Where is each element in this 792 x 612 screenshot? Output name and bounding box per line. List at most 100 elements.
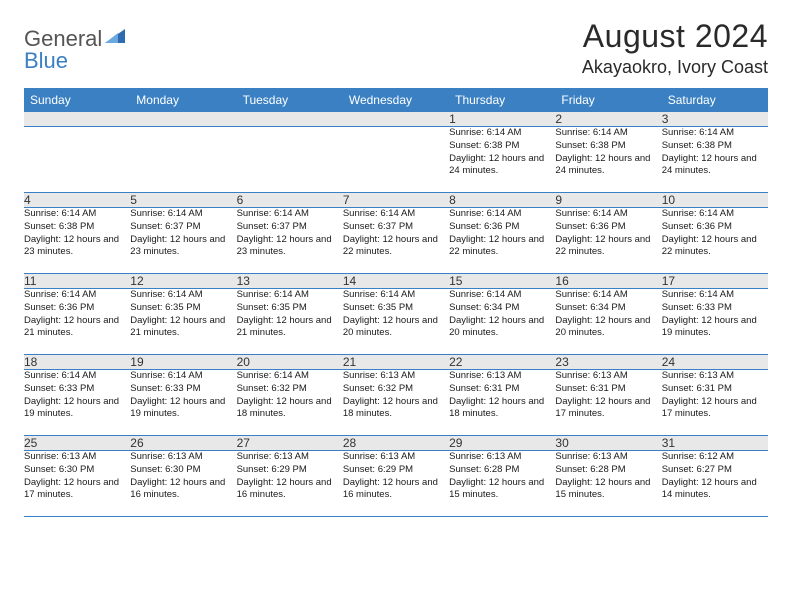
daylight-line: Daylight: 12 hours and 16 minutes. — [237, 477, 343, 503]
daylight-line: Daylight: 12 hours and 21 minutes. — [130, 315, 236, 341]
sunset-line: Sunset: 6:27 PM — [662, 464, 768, 477]
sunrise-line: Sunrise: 6:14 AM — [343, 208, 449, 221]
day-detail: Sunrise: 6:13 AMSunset: 6:31 PMDaylight:… — [449, 370, 555, 436]
day-number: 7 — [343, 193, 449, 208]
day-detail: Sunrise: 6:14 AMSunset: 6:33 PMDaylight:… — [24, 370, 130, 436]
daylight-line: Daylight: 12 hours and 22 minutes. — [662, 234, 768, 260]
day-detail: Sunrise: 6:14 AMSunset: 6:32 PMDaylight:… — [237, 370, 343, 436]
day-detail: Sunrise: 6:14 AMSunset: 6:37 PMDaylight:… — [130, 208, 236, 274]
weekday-header: Thursday — [449, 88, 555, 112]
day-detail: Sunrise: 6:13 AMSunset: 6:29 PMDaylight:… — [237, 451, 343, 517]
sunset-line: Sunset: 6:38 PM — [555, 140, 661, 153]
day-detail-row: Sunrise: 6:14 AMSunset: 6:38 PMDaylight:… — [24, 208, 768, 274]
day-number: 16 — [555, 274, 661, 289]
weekday-header: Sunday — [24, 88, 130, 112]
day-detail: Sunrise: 6:14 AMSunset: 6:36 PMDaylight:… — [24, 289, 130, 355]
day-detail: Sunrise: 6:13 AMSunset: 6:30 PMDaylight:… — [130, 451, 236, 517]
sunset-line: Sunset: 6:33 PM — [130, 383, 236, 396]
day-number: 5 — [130, 193, 236, 208]
daylight-line: Daylight: 12 hours and 20 minutes. — [449, 315, 555, 341]
daylight-line: Daylight: 12 hours and 18 minutes. — [449, 396, 555, 422]
daylight-line: Daylight: 12 hours and 22 minutes. — [449, 234, 555, 260]
day-number: 9 — [555, 193, 661, 208]
sunset-line: Sunset: 6:35 PM — [130, 302, 236, 315]
sunrise-line: Sunrise: 6:14 AM — [237, 208, 343, 221]
sunset-line: Sunset: 6:38 PM — [24, 221, 130, 234]
day-detail: Sunrise: 6:14 AMSunset: 6:36 PMDaylight:… — [555, 208, 661, 274]
day-detail-row: Sunrise: 6:14 AMSunset: 6:38 PMDaylight:… — [24, 127, 768, 193]
sunset-line: Sunset: 6:38 PM — [662, 140, 768, 153]
sunrise-line: Sunrise: 6:14 AM — [449, 289, 555, 302]
day-number: 25 — [24, 436, 130, 451]
sunset-line: Sunset: 6:28 PM — [555, 464, 661, 477]
sunrise-line: Sunrise: 6:14 AM — [449, 208, 555, 221]
daylight-line: Daylight: 12 hours and 21 minutes. — [237, 315, 343, 341]
sunset-line: Sunset: 6:35 PM — [237, 302, 343, 315]
day-detail: Sunrise: 6:14 AMSunset: 6:35 PMDaylight:… — [237, 289, 343, 355]
daylight-line: Daylight: 12 hours and 18 minutes. — [237, 396, 343, 422]
daylight-line: Daylight: 12 hours and 21 minutes. — [24, 315, 130, 341]
sunset-line: Sunset: 6:34 PM — [449, 302, 555, 315]
day-detail-row: Sunrise: 6:14 AMSunset: 6:36 PMDaylight:… — [24, 289, 768, 355]
day-detail-row: Sunrise: 6:13 AMSunset: 6:30 PMDaylight:… — [24, 451, 768, 517]
day-number: 2 — [555, 112, 661, 127]
sunrise-line: Sunrise: 6:14 AM — [237, 370, 343, 383]
daylight-line: Daylight: 12 hours and 22 minutes. — [555, 234, 661, 260]
day-detail: Sunrise: 6:13 AMSunset: 6:32 PMDaylight:… — [343, 370, 449, 436]
day-number-empty — [24, 112, 130, 127]
sunrise-line: Sunrise: 6:14 AM — [555, 208, 661, 221]
day-number-row: 123 — [24, 112, 768, 127]
day-number: 30 — [555, 436, 661, 451]
sunset-line: Sunset: 6:33 PM — [662, 302, 768, 315]
daylight-line: Daylight: 12 hours and 20 minutes. — [555, 315, 661, 341]
sunrise-line: Sunrise: 6:13 AM — [449, 370, 555, 383]
sunset-line: Sunset: 6:36 PM — [449, 221, 555, 234]
sunset-line: Sunset: 6:32 PM — [343, 383, 449, 396]
day-detail: Sunrise: 6:13 AMSunset: 6:28 PMDaylight:… — [555, 451, 661, 517]
day-number: 12 — [130, 274, 236, 289]
sunrise-line: Sunrise: 6:14 AM — [130, 289, 236, 302]
day-detail: Sunrise: 6:14 AMSunset: 6:37 PMDaylight:… — [343, 208, 449, 274]
day-detail: Sunrise: 6:14 AMSunset: 6:36 PMDaylight:… — [449, 208, 555, 274]
daylight-line: Daylight: 12 hours and 23 minutes. — [130, 234, 236, 260]
sunset-line: Sunset: 6:29 PM — [343, 464, 449, 477]
day-detail: Sunrise: 6:14 AMSunset: 6:36 PMDaylight:… — [662, 208, 768, 274]
day-detail: Sunrise: 6:14 AMSunset: 6:38 PMDaylight:… — [555, 127, 661, 193]
day-number: 8 — [449, 193, 555, 208]
day-number-row: 11121314151617 — [24, 274, 768, 289]
sunrise-line: Sunrise: 6:14 AM — [130, 208, 236, 221]
day-detail: Sunrise: 6:14 AMSunset: 6:38 PMDaylight:… — [24, 208, 130, 274]
sunset-line: Sunset: 6:28 PM — [449, 464, 555, 477]
day-number: 19 — [130, 355, 236, 370]
sunrise-line: Sunrise: 6:13 AM — [662, 370, 768, 383]
sunset-line: Sunset: 6:38 PM — [449, 140, 555, 153]
day-detail: Sunrise: 6:12 AMSunset: 6:27 PMDaylight:… — [662, 451, 768, 517]
day-number: 6 — [237, 193, 343, 208]
day-detail: Sunrise: 6:13 AMSunset: 6:29 PMDaylight:… — [343, 451, 449, 517]
sunset-line: Sunset: 6:36 PM — [662, 221, 768, 234]
sunrise-line: Sunrise: 6:13 AM — [24, 451, 130, 464]
daylight-line: Daylight: 12 hours and 24 minutes. — [662, 153, 768, 179]
sunrise-line: Sunrise: 6:14 AM — [449, 127, 555, 140]
day-detail: Sunrise: 6:14 AMSunset: 6:37 PMDaylight:… — [237, 208, 343, 274]
day-detail-empty — [343, 127, 449, 193]
day-number: 31 — [662, 436, 768, 451]
sunset-line: Sunset: 6:32 PM — [237, 383, 343, 396]
weekday-header: Wednesday — [343, 88, 449, 112]
sunrise-line: Sunrise: 6:13 AM — [343, 370, 449, 383]
day-number: 27 — [237, 436, 343, 451]
sunset-line: Sunset: 6:37 PM — [343, 221, 449, 234]
daylight-line: Daylight: 12 hours and 16 minutes. — [130, 477, 236, 503]
sunset-line: Sunset: 6:37 PM — [130, 221, 236, 234]
weekday-header: Saturday — [662, 88, 768, 112]
sunrise-line: Sunrise: 6:14 AM — [24, 289, 130, 302]
day-number: 1 — [449, 112, 555, 127]
calendar-table: SundayMondayTuesdayWednesdayThursdayFrid… — [24, 88, 768, 517]
location: Akayaokro, Ivory Coast — [582, 57, 768, 78]
daylight-line: Daylight: 12 hours and 22 minutes. — [343, 234, 449, 260]
day-detail: Sunrise: 6:14 AMSunset: 6:33 PMDaylight:… — [662, 289, 768, 355]
daylight-line: Daylight: 12 hours and 17 minutes. — [555, 396, 661, 422]
sunrise-line: Sunrise: 6:13 AM — [555, 451, 661, 464]
title-block: August 2024 Akayaokro, Ivory Coast — [582, 18, 768, 78]
daylight-line: Daylight: 12 hours and 19 minutes. — [662, 315, 768, 341]
